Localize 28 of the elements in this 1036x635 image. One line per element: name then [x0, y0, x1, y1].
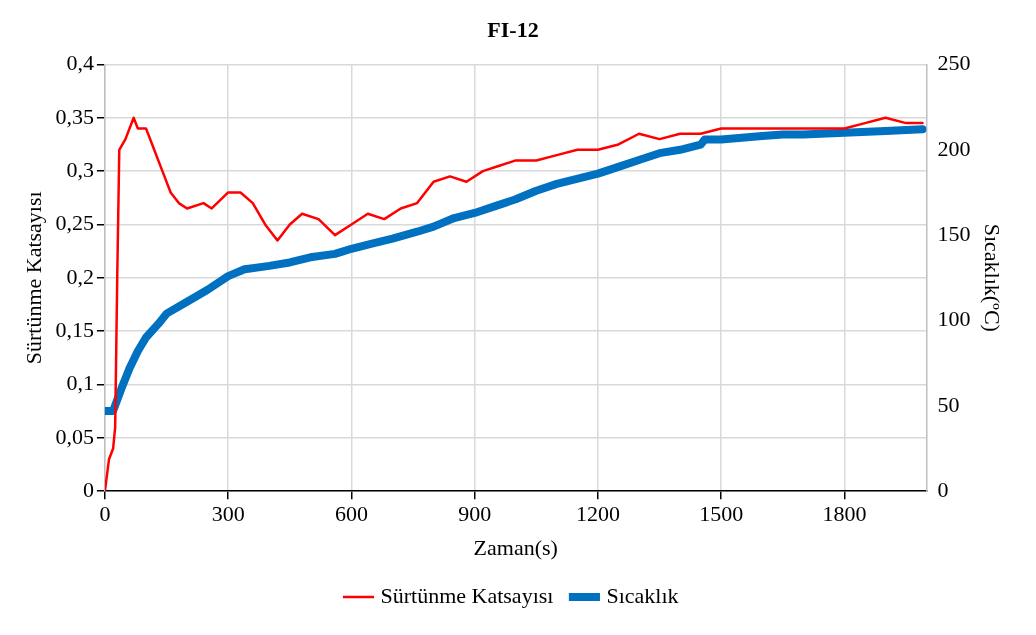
y-tick-label: 0,1 [66, 370, 94, 396]
x-axis-title: Zaman(s) [473, 534, 558, 560]
x-tick-label: 1200 [575, 501, 620, 527]
y-tick-label: 0,25 [55, 210, 94, 236]
y2-tick-label: 0 [937, 476, 949, 502]
y2-tick-label: 100 [937, 306, 971, 332]
y2-tick-label: 250 [937, 50, 971, 76]
y2-tick-label: 150 [937, 220, 971, 246]
x-tick-label: 1500 [699, 501, 744, 527]
y-tick-label: 0,3 [66, 156, 94, 182]
y-tick-label: 0,2 [66, 263, 94, 289]
y-axis-title: Sürtünme Katsayısı [20, 191, 46, 365]
x-tick-label: 1800 [822, 501, 867, 527]
legend-label: Sıcaklık [606, 582, 679, 608]
x-tick-label: 900 [458, 501, 492, 527]
y-tick-label: 0,4 [66, 50, 94, 76]
chart-title: FI-12 [487, 16, 539, 42]
y2-tick-label: 200 [937, 135, 971, 161]
y2-tick-label: 50 [937, 391, 960, 417]
legend-label: Sürtünme Katsayısı [380, 582, 554, 608]
y-tick-label: 0,35 [55, 103, 94, 129]
x-tick-label: 600 [334, 501, 368, 527]
y-tick-label: 0 [82, 476, 94, 502]
y-tick-label: 0,15 [55, 316, 94, 342]
y2-axis-title: Sıcaklık(ºC) [980, 223, 1006, 332]
x-tick-label: 0 [99, 501, 111, 527]
y-tick-label: 0,05 [55, 423, 94, 449]
x-tick-label: 300 [211, 501, 245, 527]
